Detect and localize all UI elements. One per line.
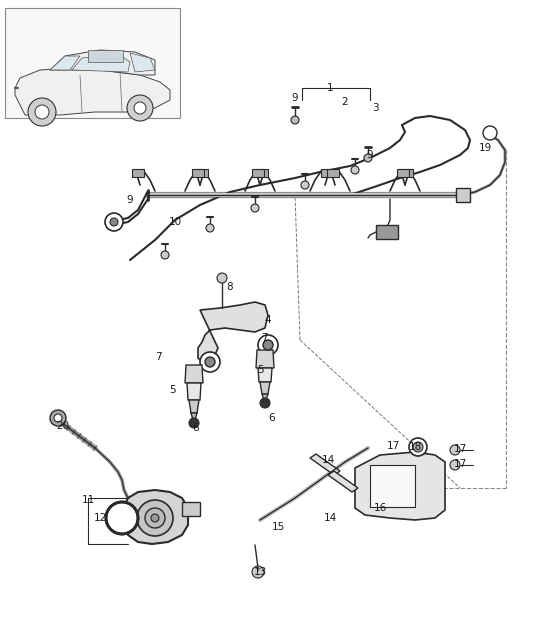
Circle shape [35,105,49,119]
Circle shape [291,116,299,124]
Text: 7: 7 [261,333,267,343]
Polygon shape [191,413,197,420]
Polygon shape [355,452,445,520]
Text: 14: 14 [323,513,337,523]
Text: 1: 1 [326,83,334,93]
Bar [256,169,268,177]
Polygon shape [258,368,272,382]
Text: 14: 14 [322,455,335,465]
Polygon shape [122,490,188,544]
Polygon shape [72,54,130,72]
Text: 2: 2 [342,97,348,107]
Text: 17: 17 [453,444,467,454]
Text: 6: 6 [193,423,199,433]
Bar [376,225,398,239]
Text: 5: 5 [169,385,175,395]
Text: 18: 18 [408,442,422,452]
Circle shape [263,340,273,350]
Circle shape [450,445,460,455]
Polygon shape [260,382,270,394]
Polygon shape [187,383,201,400]
Bar [88,50,123,62]
Polygon shape [256,350,274,368]
Polygon shape [50,56,80,70]
Circle shape [450,460,460,470]
Circle shape [205,357,215,367]
Circle shape [251,204,259,212]
Bar [182,502,200,516]
Text: 6: 6 [269,413,275,423]
Bar [401,169,413,177]
Text: 17: 17 [386,441,399,451]
Text: 12: 12 [93,513,107,523]
Circle shape [301,181,309,189]
Bar [192,169,204,177]
Text: 8: 8 [227,282,233,292]
Circle shape [127,95,153,121]
Circle shape [28,98,56,126]
Polygon shape [198,302,268,362]
Bar [132,169,144,177]
Bar [196,169,208,177]
Circle shape [252,566,264,578]
Text: 9: 9 [292,93,298,103]
Polygon shape [328,471,358,492]
Circle shape [410,443,420,453]
Text: 16: 16 [373,503,386,513]
Bar [252,169,264,177]
Bar [327,169,339,177]
Circle shape [106,502,138,534]
Circle shape [54,414,62,422]
Text: 15: 15 [271,522,284,532]
Text: 4: 4 [265,315,271,325]
Polygon shape [310,454,340,475]
Circle shape [189,418,199,428]
Bar [456,188,470,202]
Circle shape [110,218,118,226]
Text: 13: 13 [253,567,267,577]
Text: 5: 5 [257,365,263,375]
Circle shape [134,102,146,114]
Circle shape [364,154,372,162]
Polygon shape [189,400,199,413]
Circle shape [105,213,123,231]
Circle shape [483,126,497,140]
Text: 9: 9 [367,150,373,160]
Polygon shape [262,394,268,400]
Polygon shape [185,365,203,383]
Text: 19: 19 [479,143,492,153]
Text: 7: 7 [155,352,161,362]
Circle shape [200,352,220,372]
Text: 3: 3 [372,103,378,113]
Circle shape [351,166,359,174]
Polygon shape [130,53,155,72]
Circle shape [409,438,427,456]
Text: 17: 17 [453,459,467,469]
Polygon shape [15,68,170,115]
Circle shape [258,335,278,355]
Circle shape [145,508,165,528]
Circle shape [161,251,169,259]
Bar [370,465,415,507]
Circle shape [50,410,66,426]
Circle shape [151,514,159,522]
Circle shape [217,273,227,283]
Text: 9: 9 [126,195,134,205]
Circle shape [206,224,214,232]
Circle shape [260,398,270,408]
Bar [397,169,409,177]
Circle shape [137,500,173,536]
Text: 11: 11 [81,495,95,505]
Text: 10: 10 [168,217,181,227]
Polygon shape [50,50,155,75]
Circle shape [413,442,423,452]
Bar [5,8,180,118]
Bar [321,169,333,177]
Text: 20: 20 [57,421,70,431]
